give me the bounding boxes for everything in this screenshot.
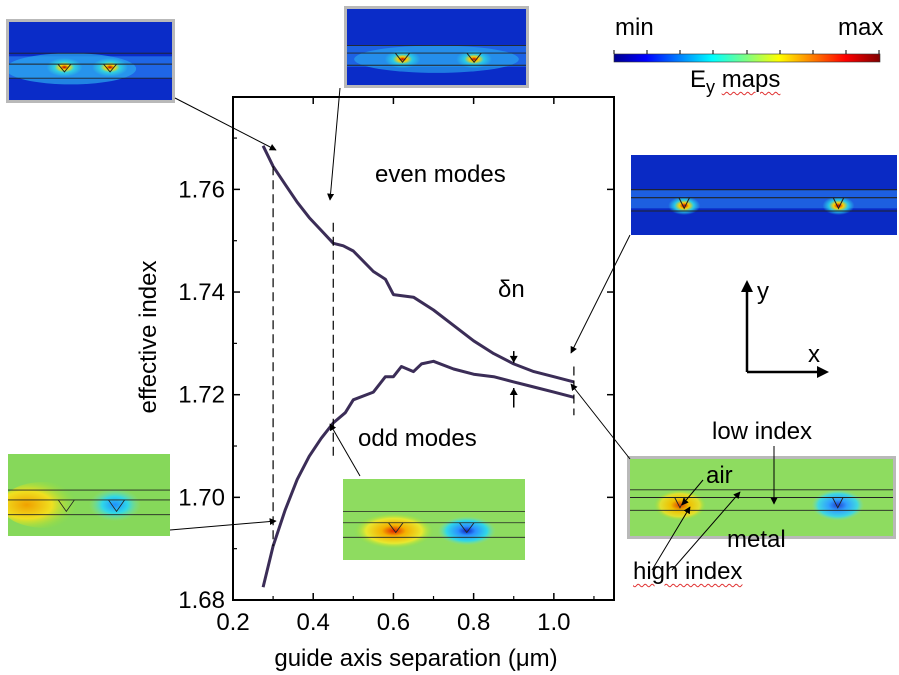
- y-axis-label: effective index: [135, 261, 162, 414]
- even-mode-inset-0.45: [344, 6, 529, 88]
- x-tick-label: 0.4: [297, 609, 330, 636]
- delta-n-arrowhead-bottom: [509, 388, 518, 396]
- delta-n-arrowhead-top: [509, 355, 518, 363]
- xy-axes-icon: [741, 280, 829, 378]
- colorbar-min-label: min: [615, 14, 654, 41]
- even-mode-inset-1.05: [631, 155, 897, 235]
- high-index-label: high index: [633, 558, 743, 585]
- colorbar-caption-sub: y: [706, 76, 716, 97]
- y-tick-label: 1.68: [178, 587, 225, 614]
- x-axis-label: guide axis separation (μm): [274, 645, 557, 672]
- delta-n-label: δn: [498, 276, 525, 303]
- odd-modes-label: odd modes: [358, 425, 477, 452]
- x-tick-label: 1.0: [537, 609, 570, 636]
- colorbar-caption: Ey maps: [690, 68, 780, 96]
- low-index-label: low index: [712, 418, 813, 445]
- even-modes-label: even modes: [375, 161, 506, 188]
- axes-icon-y-label: y: [757, 278, 769, 305]
- colorbar-caption-e: E: [690, 66, 707, 93]
- axis-ticks: 0.2 0.4 0.6 0.8 1.0 1.68 1.70 1.72 1.74 1.76: [178, 97, 614, 636]
- y-tick-label: 1.74: [178, 279, 225, 306]
- even-mode-inset-0.3: [6, 19, 175, 103]
- odd-mode-inset-0.45: [343, 479, 525, 560]
- x-tick-label: 0.8: [457, 609, 490, 636]
- odd-mode-inset-0.3: [8, 454, 170, 536]
- colorbar: [613, 50, 881, 63]
- y-tick-label: 1.76: [178, 176, 225, 203]
- series-line-even-modes: [261, 145, 575, 384]
- guides-group: [272, 166, 575, 547]
- x-tick-label: 0.2: [216, 609, 249, 636]
- y-tick-label: 1.70: [178, 484, 225, 511]
- axes-icon-x-label: x: [808, 341, 820, 368]
- air-label: air: [706, 462, 733, 489]
- colorbar-caption-rest: maps: [721, 66, 781, 93]
- colorbar-max-label: max: [838, 14, 884, 41]
- y-tick-label: 1.72: [178, 382, 225, 409]
- series-group: [261, 145, 575, 588]
- metal-label: metal: [727, 526, 786, 553]
- x-tick-label: 0.6: [377, 609, 410, 636]
- series-line-odd-modes: [261, 359, 575, 588]
